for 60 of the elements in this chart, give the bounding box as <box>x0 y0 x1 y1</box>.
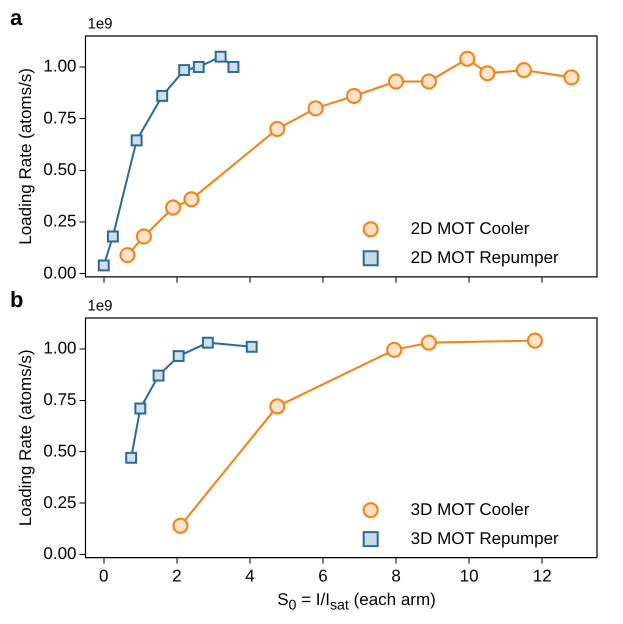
y-tick-label: 0.75 <box>43 390 76 409</box>
point <box>192 61 205 73</box>
point <box>214 50 227 63</box>
point <box>134 402 146 414</box>
point <box>346 88 362 104</box>
legend-label: 3D MOT Cooler <box>410 500 530 519</box>
point <box>308 100 324 116</box>
point <box>165 200 182 216</box>
point <box>183 191 200 208</box>
x-tick-label: 4 <box>245 566 255 586</box>
y-tick-label: 1.00 <box>43 56 76 76</box>
legend-label: 3D MOT Repumper <box>410 528 560 548</box>
x-tick-label: 10 <box>460 566 479 586</box>
point <box>459 50 476 67</box>
point <box>172 518 188 534</box>
point <box>136 228 152 244</box>
point <box>156 90 168 102</box>
point <box>178 64 190 76</box>
y-axis-title: Loading Rate (atoms/s) <box>16 68 35 245</box>
point <box>269 121 286 138</box>
y-tick-label: 0.00 <box>43 544 76 564</box>
point <box>420 73 437 90</box>
y-tick-label: 0.50 <box>43 160 76 180</box>
chart-title: a <box>10 5 23 30</box>
point <box>172 350 185 362</box>
x-tick-label: 8 <box>391 566 401 586</box>
point <box>202 336 214 349</box>
point <box>130 134 143 146</box>
point <box>386 342 402 358</box>
x-axis-title: S$_{0}$ = I/I$_{sat}$ (each arm) <box>276 590 437 614</box>
point <box>152 370 165 382</box>
legend-label: 2D MOT Cooler <box>410 218 530 238</box>
point <box>516 62 532 78</box>
point <box>98 259 110 272</box>
point <box>120 247 136 264</box>
y-axis-title: Loading Rate (atoms/s) <box>16 349 35 526</box>
legend-label: 2D MOT Repumper <box>410 248 560 267</box>
text: 1e9 <box>87 298 113 315</box>
y-tick-label: 0.25 <box>43 492 76 512</box>
text: 1e9 <box>87 16 113 33</box>
point <box>563 69 580 86</box>
point <box>246 340 258 353</box>
x-tick-label: 0 <box>99 566 108 586</box>
point <box>479 65 496 82</box>
point <box>106 230 119 242</box>
x-tick-label: 6 <box>318 566 328 586</box>
x-tick-label: 12 <box>532 566 552 586</box>
y-tick-label: 0.50 <box>43 441 76 460</box>
x-tick-label: 2 <box>172 566 182 586</box>
y-tick-label: 0.25 <box>43 212 76 231</box>
point <box>228 61 240 73</box>
chart-title: b <box>10 287 24 312</box>
point <box>269 398 286 414</box>
point <box>526 332 543 349</box>
y-tick-label: 1.00 <box>43 338 76 358</box>
point <box>420 334 437 351</box>
y-tick-label: 0.00 <box>43 263 76 282</box>
y-tick-label: 0.75 <box>43 108 76 128</box>
point <box>125 452 138 464</box>
point <box>388 73 404 90</box>
